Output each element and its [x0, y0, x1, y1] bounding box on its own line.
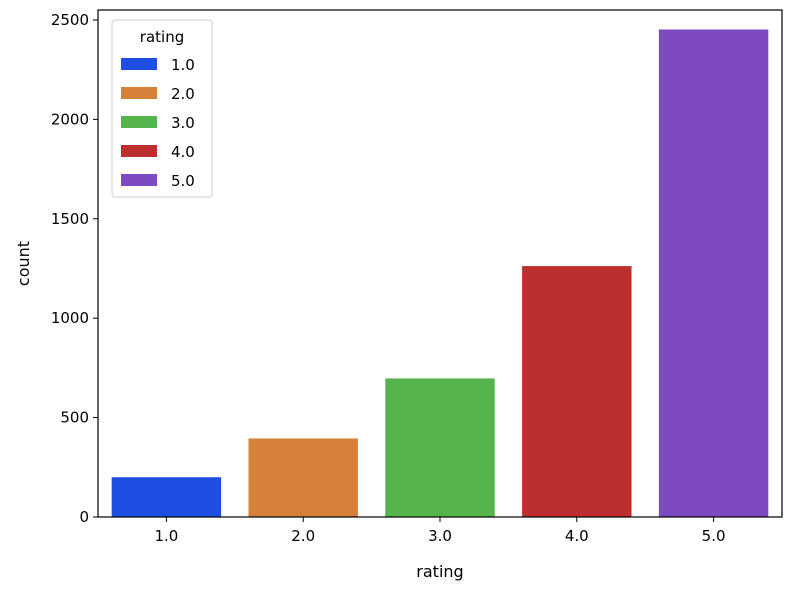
bar-2.0 [248, 438, 358, 517]
y-tick-label: 0 [79, 508, 89, 526]
legend-entries: 1.0 2.0 3.0 4.0 5.0 [121, 56, 195, 190]
legend-swatch [121, 145, 157, 157]
legend: rating 1.0 2.0 3.0 4.0 5.0 [111, 19, 213, 198]
legend-entry-label: 2.0 [171, 85, 195, 103]
x-tick-label: 3.0 [428, 527, 452, 545]
bar-3.0 [385, 378, 495, 517]
bars-group [111, 29, 769, 517]
x-axis-ticks: 1.0 2.0 3.0 4.0 5.0 [154, 517, 726, 545]
plot-area-frame [97, 9, 783, 518]
y-tick-label: 2500 [51, 11, 89, 29]
y-tick-label: 500 [60, 409, 89, 427]
x-tick-label: 1.0 [154, 527, 178, 545]
legend-swatch [121, 87, 157, 99]
x-tick-label: 4.0 [565, 527, 589, 545]
bar-1.0 [111, 477, 222, 517]
y-axis-label: count [14, 241, 33, 286]
x-axis-label: rating [416, 562, 463, 581]
x-tick-label: 2.0 [291, 527, 315, 545]
legend-title: rating [140, 28, 184, 46]
bar-4.0 [522, 266, 632, 517]
legend-swatch [121, 58, 157, 70]
legend-entry-label: 5.0 [171, 172, 195, 190]
y-tick-label: 1500 [51, 210, 89, 228]
legend-entry-label: 4.0 [171, 143, 195, 161]
y-axis-ticks: 0 500 1000 1500 2000 2500 [51, 11, 98, 526]
bar-5.0 [658, 29, 769, 517]
x-tick-label: 5.0 [702, 527, 726, 545]
legend-entry-label: 1.0 [171, 56, 195, 74]
y-tick-label: 1000 [51, 309, 89, 327]
y-tick-label: 2000 [51, 110, 89, 128]
legend-entry-label: 3.0 [171, 114, 195, 132]
legend-swatch [121, 174, 157, 186]
legend-swatch [121, 116, 157, 128]
legend-box [111, 19, 213, 198]
